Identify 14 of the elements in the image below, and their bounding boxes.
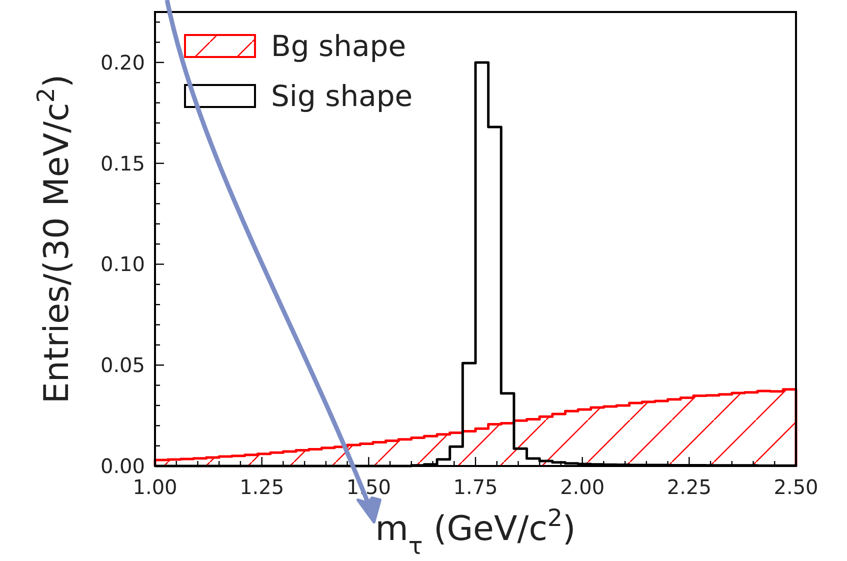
x-tick-label: 1.75 bbox=[453, 475, 498, 499]
y-tick-label: 0.05 bbox=[100, 353, 145, 378]
x-axis-title: m$_{τ}$ (GeV/c$^{2}$) bbox=[375, 504, 576, 560]
x-tick-label: 2.00 bbox=[560, 475, 605, 499]
legend-label: Bg shape bbox=[271, 29, 406, 63]
y-tick-label: 0.10 bbox=[100, 252, 145, 276]
x-tick-label: 2.50 bbox=[774, 475, 818, 499]
legend-label: Sig shape bbox=[271, 79, 413, 113]
y-tick-label: 0.00 bbox=[100, 454, 145, 478]
y-tick-label: 0.15 bbox=[100, 151, 145, 176]
y-tick-label: 0.20 bbox=[100, 50, 145, 74]
x-tick-label: 1.25 bbox=[240, 475, 284, 499]
x-tick-label: 2.25 bbox=[666, 475, 712, 499]
x-tick-label: 1.00 bbox=[132, 475, 178, 499]
